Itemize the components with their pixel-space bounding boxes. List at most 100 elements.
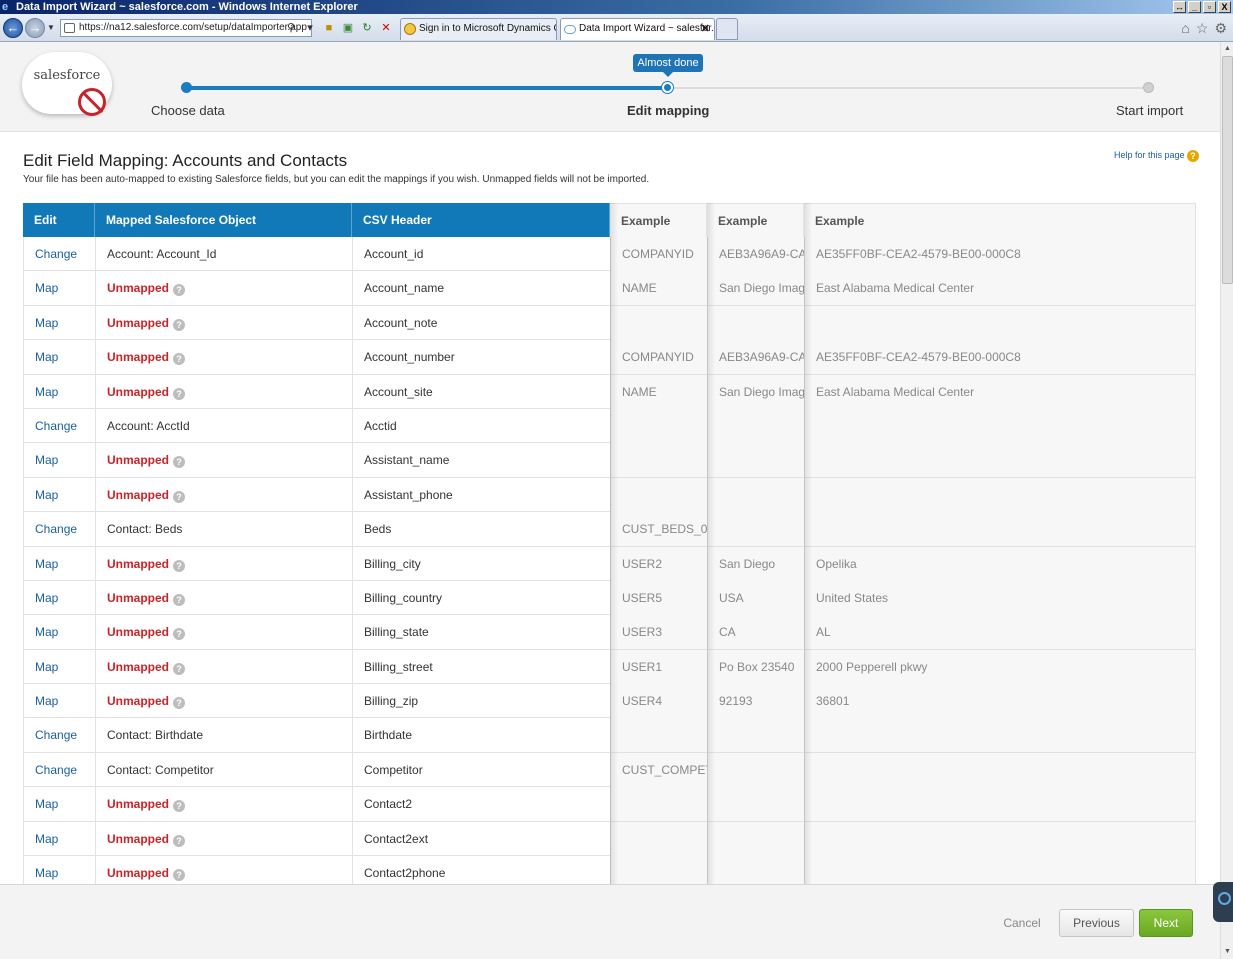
question-icon[interactable]: ? xyxy=(173,662,186,675)
map-link[interactable]: Map xyxy=(23,856,95,891)
home-icon[interactable]: ⌂ xyxy=(1181,20,1190,36)
address-dropdown-icon[interactable]: ▾ xyxy=(307,22,313,34)
tab-data-import-wizard[interactable]: Data Import Wizard ~ salesfor... ✕ xyxy=(560,18,715,40)
mapped-object-value: Account: Account_Id xyxy=(107,247,217,261)
column-header-csv: CSV Header xyxy=(352,203,610,237)
question-icon[interactable]: ? xyxy=(173,628,186,641)
map-link[interactable]: Map xyxy=(23,374,95,409)
search-icon[interactable]: ⚲ xyxy=(286,22,296,34)
map-link[interactable]: Map xyxy=(23,787,95,822)
question-icon[interactable]: ? xyxy=(173,869,186,882)
map-link[interactable]: Map xyxy=(23,649,95,684)
question-icon[interactable]: ? xyxy=(173,456,186,469)
scroll-down-icon[interactable]: ▼ xyxy=(1224,948,1231,955)
page-scrollbar[interactable]: ▲ ▼ xyxy=(1220,42,1233,959)
question-icon[interactable]: ? xyxy=(173,697,186,710)
new-tab-button[interactable] xyxy=(716,18,738,40)
mapped-object-cell: Account: AcctId xyxy=(95,408,352,443)
tab-label: Data Import Wizard ~ salesfor... xyxy=(579,23,715,34)
tab-label: Sign in to Microsoft Dynamics CRM xyxy=(419,23,556,34)
question-icon[interactable]: ? xyxy=(173,834,186,847)
map-link[interactable]: Map xyxy=(23,580,95,615)
mapped-object-cell: Unmapped? xyxy=(95,546,352,581)
map-link[interactable]: Map xyxy=(23,821,95,856)
question-icon[interactable]: ? xyxy=(173,353,186,366)
question-icon[interactable]: ? xyxy=(173,318,186,331)
refresh-icon[interactable]: ↻ xyxy=(362,22,372,34)
example-cell-1 xyxy=(610,787,707,822)
question-icon[interactable]: ? xyxy=(173,800,186,813)
example-cell-1 xyxy=(610,443,707,478)
question-icon[interactable]: ? xyxy=(173,387,186,400)
cancel-button[interactable]: Cancel xyxy=(1003,916,1041,930)
mapped-object-value: Unmapped xyxy=(107,625,170,640)
example-cell-2 xyxy=(707,821,804,856)
example-cell-3 xyxy=(804,512,1196,547)
example-cell-2 xyxy=(707,718,804,753)
table-row: Map Unmapped? Account_site NAME San Diego Im… xyxy=(23,374,1196,409)
step-label-edit-mapping: Edit mapping xyxy=(627,103,710,118)
forward-arrow-icon[interactable]: → xyxy=(25,18,45,38)
address-bar[interactable]: https://na12.salesforce.com/setup/dataIm… xyxy=(60,19,312,37)
maximize-button[interactable]: ▫ xyxy=(1203,1,1216,13)
map-link[interactable]: Map xyxy=(23,615,95,650)
csv-header-cell: Billing_state xyxy=(352,615,610,650)
minimize-button[interactable]: _ xyxy=(1188,1,1201,13)
map-link[interactable]: Map xyxy=(23,305,95,340)
change-link[interactable]: Change xyxy=(23,752,95,787)
stop-icon[interactable]: ✕ xyxy=(381,22,391,34)
mapped-object-value: Unmapped xyxy=(107,590,170,605)
table-row: Map Unmapped? Account_name NAME San Diego Im… xyxy=(23,271,1196,306)
page-content: salesforce Almost done Choose data Edit … xyxy=(0,42,1220,959)
example-cell-2 xyxy=(707,477,804,512)
map-link[interactable]: Map xyxy=(23,684,95,719)
mapped-object-cell: Unmapped? xyxy=(95,787,352,822)
change-link[interactable]: Change xyxy=(23,237,95,271)
question-icon[interactable]: ? xyxy=(173,284,186,297)
csv-header-cell: Contact2ext xyxy=(352,821,610,856)
scroll-up-icon[interactable]: ▲ xyxy=(1224,45,1231,52)
close-tab-icon[interactable]: ✕ xyxy=(700,23,710,35)
mapped-object-cell: Unmapped? xyxy=(95,374,352,409)
help-icon[interactable]: ? xyxy=(1187,150,1199,162)
mapped-object-cell: Unmapped? xyxy=(95,340,352,375)
map-link[interactable]: Map xyxy=(23,271,95,306)
map-link[interactable]: Map xyxy=(23,340,95,375)
table-row: Map Unmapped? Assistant_name xyxy=(23,443,1196,478)
mapped-object-cell: Unmapped? xyxy=(95,443,352,478)
change-link[interactable]: Change xyxy=(23,512,95,547)
table-row: Map Unmapped? Billing_zip USER4 92193 36801 xyxy=(23,684,1196,719)
window-title-bar: e Data Import Wizard ~ salesforce.com - … xyxy=(0,0,1233,14)
close-window-button[interactable]: X xyxy=(1218,1,1231,13)
favorites-star-icon[interactable]: ☆ xyxy=(1195,20,1209,36)
history-dropdown-icon[interactable]: ▼ xyxy=(47,23,55,32)
map-link[interactable]: Map xyxy=(23,443,95,478)
next-button[interactable]: Next xyxy=(1139,909,1193,937)
tab-dynamics-crm[interactable]: Sign in to Microsoft Dynamics CRM xyxy=(400,18,557,40)
help-link[interactable]: Help for this page xyxy=(1114,150,1185,160)
map-link[interactable]: Map xyxy=(23,546,95,581)
example-cell-1: USER5 xyxy=(610,580,707,615)
step-dot-edit-mapping xyxy=(662,82,673,93)
change-link[interactable]: Change xyxy=(23,718,95,753)
previous-button[interactable]: Previous xyxy=(1059,909,1134,937)
step-dot-start-import xyxy=(1143,82,1154,93)
mapped-object-value: Unmapped xyxy=(107,350,170,365)
restore-size-button[interactable]: ↔ xyxy=(1173,1,1186,13)
column-header-example-2: Example xyxy=(707,203,804,237)
gear-icon[interactable]: ⚙ xyxy=(1214,20,1227,36)
question-icon[interactable]: ? xyxy=(173,559,186,572)
mapped-object-cell: Unmapped? xyxy=(95,580,352,615)
lock-icon[interactable]: ■ xyxy=(325,22,333,34)
example-cell-2 xyxy=(707,305,804,340)
compatibility-view-icon[interactable]: ▣ xyxy=(342,22,354,34)
example-cell-3 xyxy=(804,443,1196,478)
question-icon[interactable]: ? xyxy=(173,490,186,503)
question-icon[interactable]: ? xyxy=(173,593,186,606)
column-header-edit: Edit xyxy=(23,203,95,237)
map-link[interactable]: Map xyxy=(23,477,95,512)
feedback-widget-icon[interactable] xyxy=(1213,882,1233,922)
back-arrow-icon[interactable]: ← xyxy=(3,18,23,38)
scroll-thumb[interactable] xyxy=(1222,56,1233,284)
change-link[interactable]: Change xyxy=(23,408,95,443)
